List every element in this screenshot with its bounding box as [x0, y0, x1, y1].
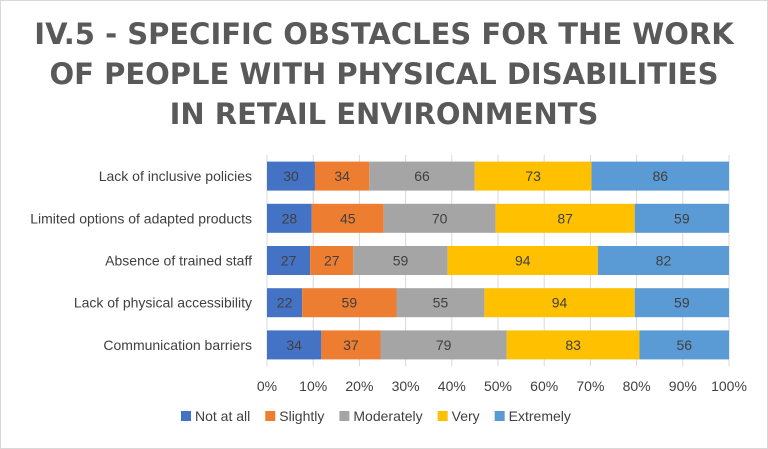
bar-segment: [267, 246, 311, 275]
bar-segment: [634, 288, 729, 318]
data-label: 66: [414, 168, 430, 184]
bar-segment: [369, 161, 475, 191]
bar-segment: [314, 161, 370, 191]
bar-segment: [484, 288, 635, 318]
bar-segment: [639, 330, 729, 360]
data-label: 27: [281, 253, 297, 269]
data-label: 94: [552, 295, 568, 311]
legend-item: Slightly: [265, 408, 324, 424]
x-axis-ticks: 0% 10% 20% 30% 40% 50% 60% 70% 80% 90% 100%: [257, 378, 747, 394]
x-tick-label: 30%: [392, 378, 420, 394]
x-tick-label: 20%: [345, 378, 373, 394]
bar-segment: [495, 203, 635, 233]
bar-segment: [267, 288, 303, 318]
legend-swatch: [437, 411, 448, 421]
bar-segment: [506, 330, 640, 360]
x-tick-label: 50%: [484, 378, 512, 394]
bar-segment: [310, 246, 354, 275]
data-label: 28: [282, 210, 298, 226]
bar-segment: [597, 246, 729, 275]
legend-swatch: [265, 411, 276, 421]
category-label: Lack of inclusive policies: [99, 168, 252, 184]
legend-item: Not at all: [181, 408, 250, 424]
bar-segment: [447, 246, 598, 275]
chart-title-line-1: IV.5 - SPECIFIC OBSTACLES FOR THE WORK: [34, 17, 734, 51]
x-tick-label: 10%: [299, 378, 327, 394]
legend-label: Not at all: [195, 408, 250, 424]
x-tick-label: 60%: [530, 378, 558, 394]
legend-label: Moderately: [353, 408, 422, 424]
data-label: 87: [557, 210, 573, 226]
data-label: 27: [324, 253, 340, 269]
legend-swatch: [339, 411, 350, 421]
data-label: 94: [515, 253, 531, 269]
category-labels: Lack of inclusive policies Limited option…: [30, 168, 252, 353]
bar-segment: [396, 288, 485, 318]
x-tick-label: 70%: [576, 378, 604, 394]
category-label: Absence of trained staff: [105, 253, 252, 269]
bar-segment: [353, 246, 448, 275]
bar-segment: [634, 203, 729, 233]
data-label: 34: [286, 337, 302, 353]
data-label: 59: [674, 295, 690, 311]
x-tick-label: 80%: [623, 378, 651, 394]
data-label: 59: [674, 210, 690, 226]
data-label: 79: [436, 337, 452, 353]
legend-label: Slightly: [279, 408, 324, 424]
data-label: 22: [277, 295, 293, 311]
data-label: 56: [676, 337, 692, 353]
chart-title-line-2: OF PEOPLE WITH PHYSICAL DISABILITIES: [49, 57, 719, 91]
data-labels: 30 34 66 73 86 28 45 70 87 59 27 27 59 94 82 22 59 55 94 59…: [277, 168, 692, 353]
data-label: 59: [342, 295, 358, 311]
bar-segment: [591, 161, 729, 191]
legend-item: Very: [437, 408, 480, 424]
legend-item: Extremely: [494, 408, 571, 424]
bar-segment: [311, 203, 384, 233]
data-label: 37: [343, 337, 359, 353]
category-label: Communication barriers: [103, 337, 252, 353]
legend-item: Moderately: [339, 408, 423, 424]
x-tick-label: 100%: [711, 378, 747, 394]
data-label: 82: [656, 253, 672, 269]
data-label: 73: [525, 168, 541, 184]
legend-swatch: [181, 411, 191, 421]
category-label: Lack of physical accessibility: [74, 295, 252, 311]
bar-segment: [383, 203, 496, 233]
x-tick-label: 0%: [257, 378, 277, 394]
legend-swatch: [494, 411, 505, 421]
bar-segment: [267, 330, 322, 360]
category-label: Limited options of adapted products: [30, 210, 252, 226]
chart-title-line-3: IN RETAIL ENVIRONMENTS: [169, 97, 599, 131]
data-label: 86: [652, 168, 668, 184]
data-label: 45: [340, 210, 356, 226]
legend: Not at all Slightly Moderately Very Extremel…: [181, 408, 571, 424]
data-label: 59: [393, 253, 409, 269]
bar-segment: [267, 203, 312, 233]
x-tick-label: 40%: [438, 378, 466, 394]
data-label: 83: [565, 337, 581, 353]
bar-segment: [321, 330, 381, 360]
data-label: 70: [432, 210, 448, 226]
x-tick-label: 90%: [669, 378, 697, 394]
chart-title: IV.5 - SPECIFIC OBSTACLES FOR THE WORK O…: [0, 14, 768, 134]
legend-label: Extremely: [509, 408, 571, 424]
data-label: 30: [283, 168, 299, 184]
bar-segment: [267, 161, 315, 191]
data-label: 55: [433, 295, 449, 311]
bars: [267, 161, 729, 360]
legend-label: Very: [452, 408, 480, 424]
data-label: 34: [334, 168, 350, 184]
bar-segment: [474, 161, 592, 191]
bar-segment: [302, 288, 397, 318]
bar-segment: [380, 330, 507, 360]
